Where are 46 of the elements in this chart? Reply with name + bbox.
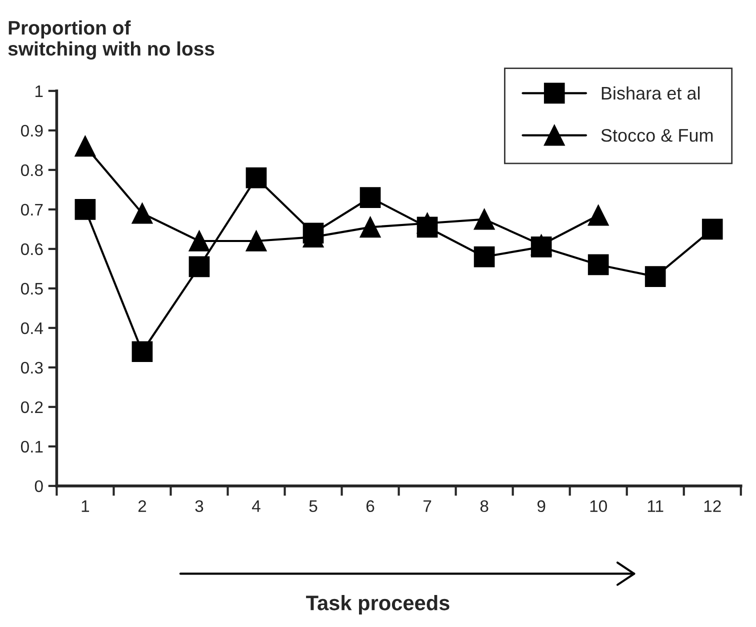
point — [530, 236, 552, 258]
x-tick-label: 1 — [82, 500, 90, 512]
x-tick-label: 5 — [309, 500, 318, 512]
chart-title: Proportion of switching with no loss — [8, 20, 214, 60]
y-tick-label: 0.1 — [20, 440, 43, 453]
x-tick-label: 6 — [366, 500, 374, 512]
y-tick-label: 0 — [34, 480, 43, 492]
point — [302, 222, 324, 244]
point — [246, 230, 267, 252]
point — [74, 136, 96, 157]
x-tick-label: 3 — [195, 500, 204, 512]
point — [188, 256, 210, 278]
point — [360, 216, 381, 238]
point — [588, 204, 609, 226]
x-tick-label: 11 — [648, 500, 664, 512]
point — [588, 254, 609, 276]
point — [474, 246, 495, 268]
x-tick-label: 12 — [704, 500, 721, 512]
point — [74, 199, 96, 220]
legend-label: Stocco & Fum — [601, 128, 713, 142]
y-tick-label: 0.8 — [20, 164, 43, 176]
point — [702, 218, 723, 240]
x-tick-label: 8 — [480, 500, 488, 512]
y-tick-label: 0.9 — [20, 124, 43, 137]
point — [132, 202, 153, 224]
point — [360, 187, 381, 208]
x-tick-label: 4 — [252, 500, 260, 512]
x-tick-label: 10 — [590, 500, 607, 512]
y-tick-label: 0.7 — [20, 204, 43, 216]
y-tick-label: 0.4 — [20, 322, 44, 334]
y-tick-label: 0.6 — [20, 243, 43, 256]
x-tick-label: 9 — [537, 500, 546, 512]
point — [246, 167, 267, 188]
legend-label: Bishara et al — [602, 86, 700, 100]
point — [644, 266, 666, 287]
point — [188, 230, 210, 252]
x-tick-label: 2 — [138, 500, 146, 512]
point — [416, 216, 438, 238]
point — [132, 341, 153, 362]
y-tick-label: 0.5 — [20, 282, 43, 295]
y-tick-label: 1 — [36, 85, 43, 97]
y-tick-label: 0.2 — [20, 401, 43, 414]
y-tick-label: 0.3 — [20, 362, 43, 374]
text: Task proceeds — [306, 595, 450, 614]
point — [474, 208, 495, 230]
x-tick-label: 7 — [424, 500, 432, 512]
